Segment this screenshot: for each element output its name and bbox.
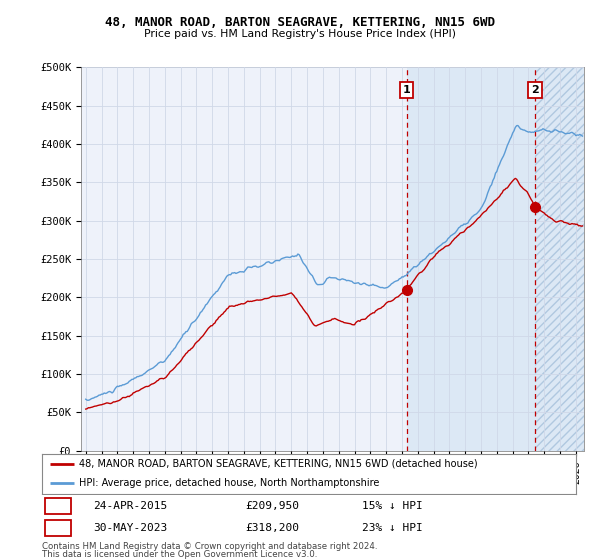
Text: Contains HM Land Registry data © Crown copyright and database right 2024.: Contains HM Land Registry data © Crown c… — [42, 542, 377, 551]
Text: 2: 2 — [54, 522, 62, 533]
Text: 2: 2 — [531, 85, 539, 95]
Text: 23% ↓ HPI: 23% ↓ HPI — [362, 522, 423, 533]
Text: 15% ↓ HPI: 15% ↓ HPI — [362, 501, 423, 511]
Text: 48, MANOR ROAD, BARTON SEAGRAVE, KETTERING, NN15 6WD (detached house): 48, MANOR ROAD, BARTON SEAGRAVE, KETTERI… — [79, 459, 478, 469]
Text: 48, MANOR ROAD, BARTON SEAGRAVE, KETTERING, NN15 6WD: 48, MANOR ROAD, BARTON SEAGRAVE, KETTERI… — [105, 16, 495, 29]
Text: HPI: Average price, detached house, North Northamptonshire: HPI: Average price, detached house, Nort… — [79, 478, 380, 488]
FancyBboxPatch shape — [44, 520, 71, 536]
Bar — [535, 67, 599, 451]
FancyBboxPatch shape — [44, 498, 71, 514]
Text: 30-MAY-2023: 30-MAY-2023 — [93, 522, 167, 533]
Text: £318,200: £318,200 — [245, 522, 299, 533]
Text: This data is licensed under the Open Government Licence v3.0.: This data is licensed under the Open Gov… — [42, 550, 317, 559]
Text: 24-APR-2015: 24-APR-2015 — [93, 501, 167, 511]
Text: 1: 1 — [54, 501, 62, 511]
Bar — [535, 67, 599, 451]
Bar — [407, 67, 535, 451]
Text: Price paid vs. HM Land Registry's House Price Index (HPI): Price paid vs. HM Land Registry's House … — [144, 29, 456, 39]
Text: £209,950: £209,950 — [245, 501, 299, 511]
Text: 1: 1 — [403, 85, 410, 95]
